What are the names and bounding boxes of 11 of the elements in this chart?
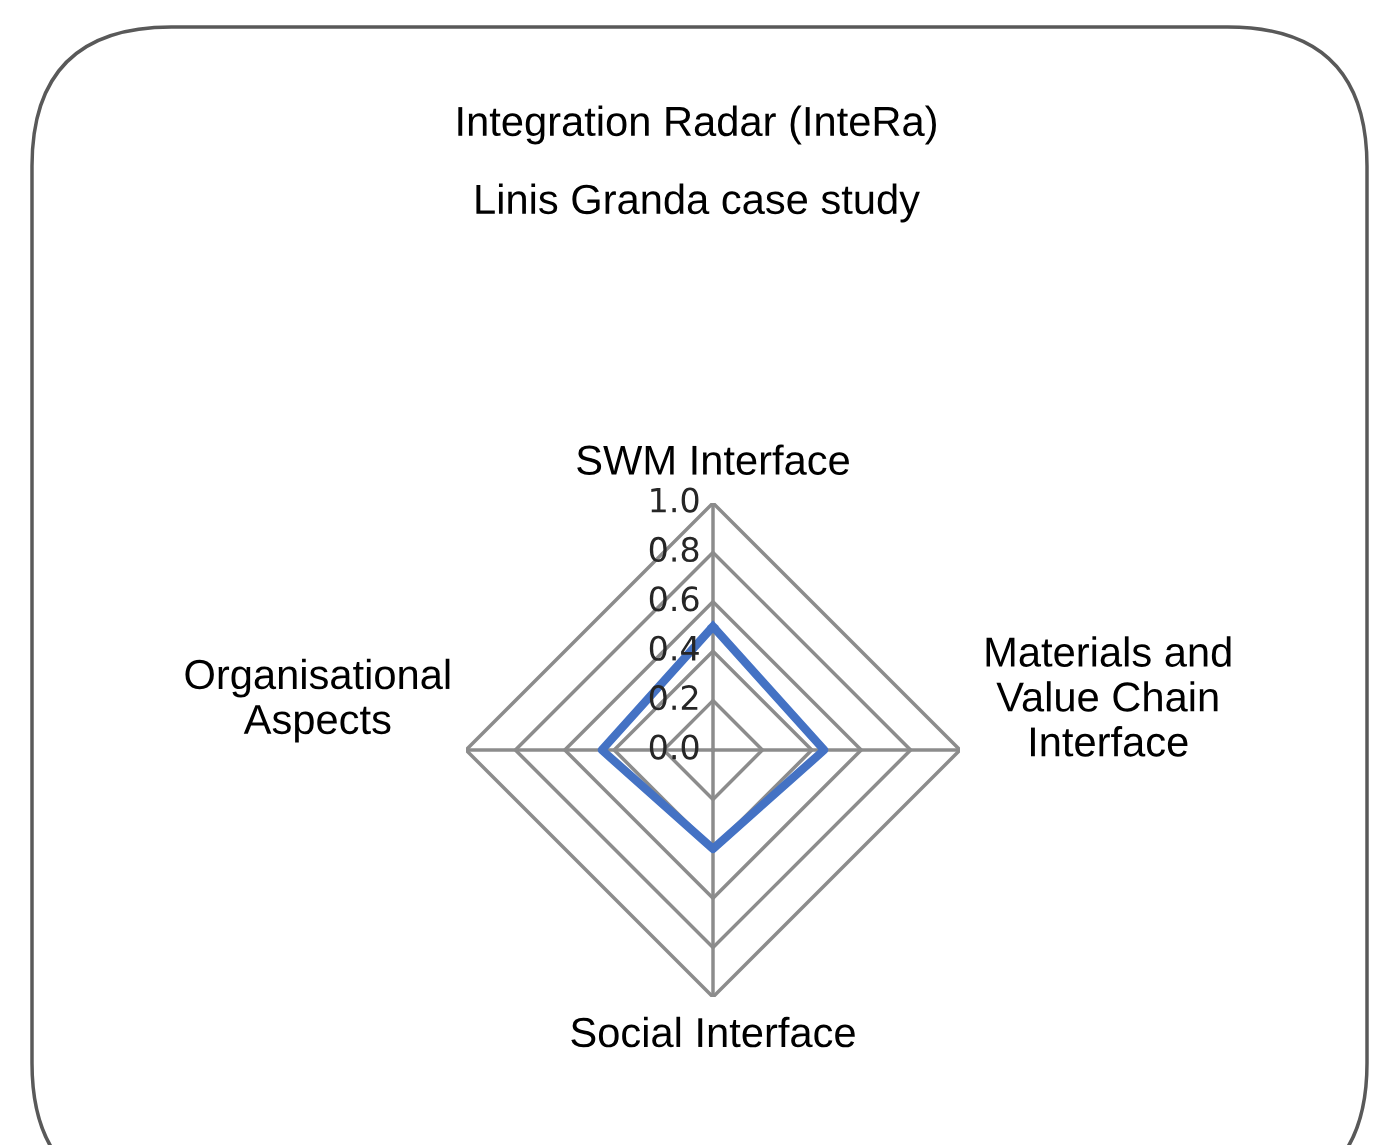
- spoke-label: Social Interface: [571, 1016, 855, 1048]
- chart-title: Integration Radar (InteRa): [458, 105, 936, 145]
- y-tick-label: 0.0: [649, 734, 699, 760]
- y-tick-label: 1.0: [651, 487, 699, 513]
- spoke-label: Organisational Aspects: [185, 658, 450, 743]
- chart-subtitle: Linis Granda case study: [476, 183, 920, 223]
- y-tick-label: 0.2: [649, 685, 698, 711]
- spoke-label: Materials and Value Chain Interface: [986, 636, 1231, 757]
- y-tick-label: 0.6: [649, 586, 699, 612]
- y-tick-label: 0.8: [649, 536, 699, 563]
- spoke-label: SWM Interface: [577, 444, 849, 475]
